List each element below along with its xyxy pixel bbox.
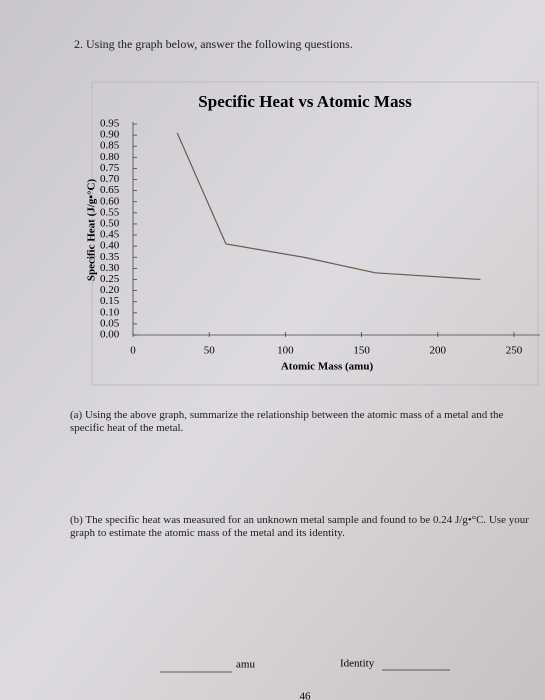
- y-axis-label: Specific Heat (J/g•°C): [86, 178, 98, 281]
- chart-frame: [91, 81, 539, 386]
- x-tick-label: 50: [204, 345, 216, 357]
- y-tick-label: 0.30: [100, 262, 120, 274]
- x-tick-label: 0: [130, 345, 136, 357]
- y-tick-label: 0.10: [100, 306, 120, 318]
- data-line: [176, 132, 481, 281]
- chart-title: Specific Heat vs Atomic Mass: [198, 92, 412, 111]
- y-tick-label: 0.45: [100, 229, 120, 241]
- y-tick-label: 0.40: [100, 240, 120, 252]
- unit-label: amu: [236, 659, 255, 671]
- question: 2. Using the graph below, answer the fol…: [74, 37, 353, 51]
- y-tick-label: 0.70: [100, 173, 120, 185]
- page-number: 46: [300, 691, 312, 700]
- y-tick-label: 0.60: [100, 195, 120, 207]
- y-tick-label: 0.55: [100, 206, 120, 218]
- x-tick-label: 100: [277, 345, 294, 357]
- y-tick-label: 0.90: [100, 129, 120, 141]
- x-tick-label: 150: [353, 345, 370, 357]
- y-tick-label: 0.80: [100, 151, 120, 163]
- y-tick-label: 0.20: [100, 284, 120, 296]
- y-tick-label: 0.65: [100, 184, 120, 196]
- y-tick-label: 0.85: [100, 140, 120, 152]
- x-axis-label: Atomic Mass (amu): [281, 361, 374, 373]
- y-tick-label: 0.35: [100, 251, 120, 263]
- y-tick-label: 0.15: [100, 295, 120, 307]
- x-tick-label: 200: [430, 345, 447, 357]
- part-b: (b) The specific heat was measured for a…: [70, 514, 529, 539]
- y-tick-label: 0.75: [100, 162, 120, 174]
- y-tick-label: 0.25: [100, 273, 120, 285]
- y-tick-label: 0.50: [100, 217, 120, 229]
- x-tick-label: 250: [506, 345, 523, 357]
- identity-label: Identity: [340, 658, 375, 670]
- y-tick-label: 0.05: [100, 317, 120, 329]
- y-tick-label: 0.00: [100, 329, 120, 341]
- y-tick-label: 0.95: [100, 118, 120, 130]
- part-a: (a) Using the above graph, summarize the…: [70, 409, 504, 434]
